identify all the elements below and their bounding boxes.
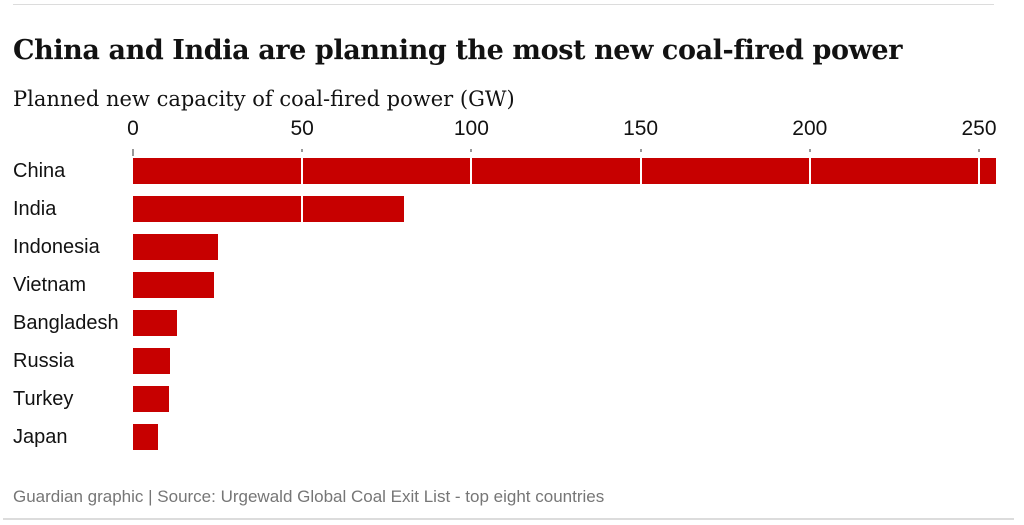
category-label-japan: Japan bbox=[13, 426, 68, 448]
x-tick-mark-0 bbox=[132, 149, 134, 156]
category-label-turkey: Turkey bbox=[13, 388, 74, 410]
bar-russia bbox=[133, 348, 171, 374]
category-label-indonesia: Indonesia bbox=[13, 236, 100, 258]
gridline-200 bbox=[808, 152, 811, 456]
bar-japan bbox=[133, 424, 159, 450]
category-label-india: India bbox=[13, 198, 57, 220]
gridline-100 bbox=[470, 152, 473, 456]
source-caption: Guardian graphic | Source: Urgewald Glob… bbox=[13, 487, 605, 506]
category-label-bangladesh: Bangladesh bbox=[13, 312, 119, 334]
category-label-russia: Russia bbox=[13, 350, 75, 372]
top-rule bbox=[13, 4, 994, 5]
x-tick-label-200: 200 bbox=[792, 117, 828, 140]
gridline-50 bbox=[301, 152, 304, 456]
plot-area bbox=[133, 152, 1024, 456]
bar-india bbox=[133, 196, 404, 222]
x-tick-label-150: 150 bbox=[623, 117, 659, 140]
bar-chart: 0 50 100 150 200 250 China India Indonesia Vietn… bbox=[0, 115, 1024, 460]
category-label-china: China bbox=[13, 160, 66, 182]
chart-subtitle: Planned new capacity of coal-fired power… bbox=[13, 87, 515, 111]
x-tick-label-0: 0 bbox=[127, 117, 139, 140]
gridline-250 bbox=[978, 152, 980, 456]
chart-title: China and India are planning the most ne… bbox=[13, 35, 903, 67]
bar-vietnam bbox=[133, 272, 215, 298]
bar-bangladesh bbox=[133, 310, 177, 336]
category-label-vietnam: Vietnam bbox=[13, 274, 87, 296]
x-tick-label-50: 50 bbox=[290, 117, 314, 140]
bar-indonesia bbox=[133, 234, 218, 260]
gridline-150 bbox=[639, 152, 642, 456]
x-tick-label-250: 250 bbox=[961, 117, 997, 140]
bar-turkey bbox=[133, 386, 169, 412]
bottom-rule bbox=[3, 518, 1014, 520]
bar-china bbox=[133, 158, 996, 184]
x-tick-label-100: 100 bbox=[453, 117, 489, 140]
